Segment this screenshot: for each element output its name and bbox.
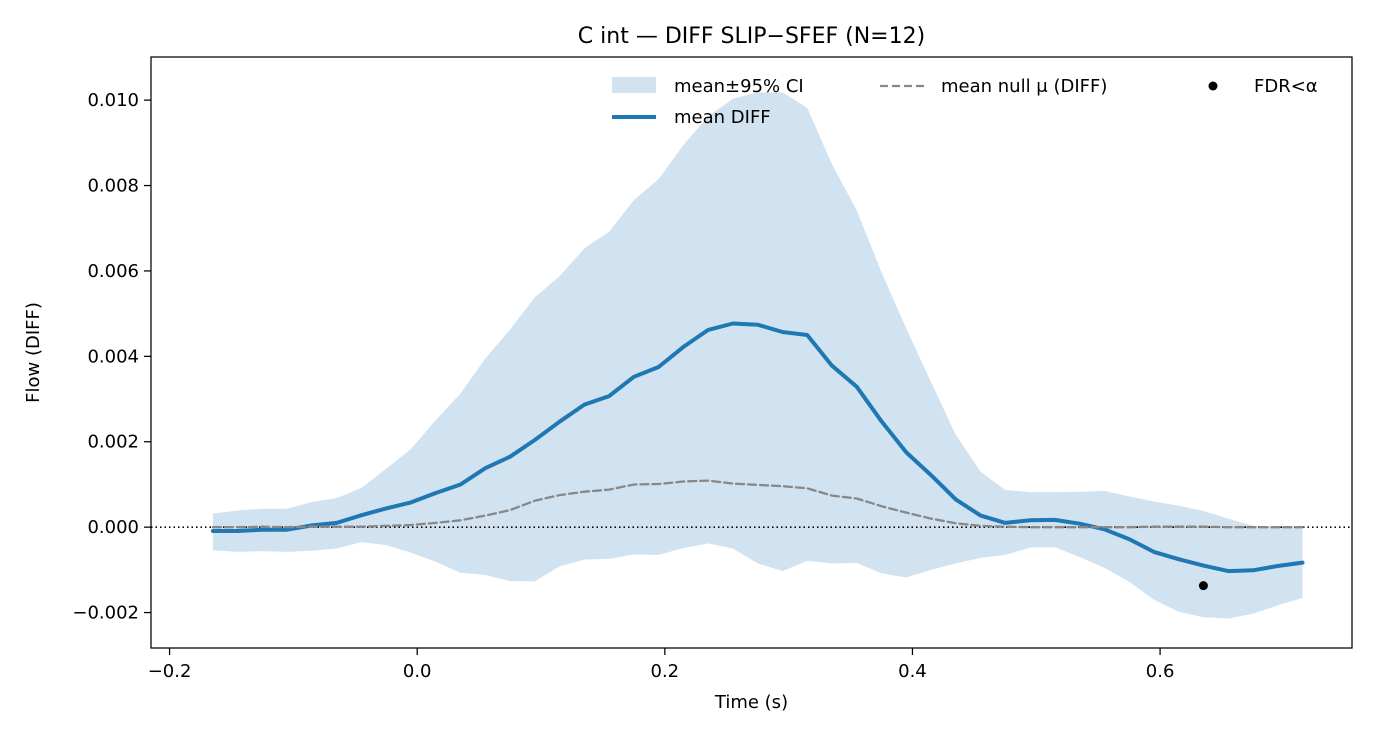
legend-label-null: mean null μ (DIFF) [941,76,1107,97]
mean-diff-line [210,321,1305,574]
y-tick-label: 0.000 [87,517,139,538]
legend-label-ci: mean±95% CI [674,76,804,97]
y-axis-label: Flow (DIFF) [23,302,44,403]
x-tick-label: 0.2 [651,661,680,682]
ci-band [212,92,1303,619]
x-tick-label: −0.2 [148,661,192,682]
fdr-significant-point [1198,581,1208,591]
y-tick-label: 0.002 [87,432,139,453]
y-tick-label: −0.002 [72,603,139,624]
plot-frame [150,56,1353,649]
x-tick-label: 0.4 [898,661,927,682]
x-tick-label: 0.0 [403,661,432,682]
axes: −0.2 0.0 0.2 0.4 0.6 −0.002 0.000 0.002 0.004 0.0… [72,90,1174,682]
y-tick-label: 0.010 [87,90,139,111]
null-mean-line [211,479,1304,529]
y-tick-label: 0.006 [87,261,139,282]
legend-label-mean: mean DIFF [674,107,771,128]
plot-area [151,92,1352,619]
x-axis-label: Time (s) [714,692,788,713]
x-tick-label: 0.6 [1146,661,1175,682]
legend: mean±95% CI mean DIFF mean null μ (DIFF) FD… [612,76,1318,128]
chart-title: C int — DIFF SLIP−SFEF (N=12) [578,24,925,49]
legend-label-fdr: FDR<α [1254,76,1318,97]
legend-band-swatch [612,77,656,93]
y-tick-label: 0.004 [87,346,139,367]
legend-scatter-swatch [1208,81,1218,91]
y-tick-label: 0.008 [87,176,139,197]
